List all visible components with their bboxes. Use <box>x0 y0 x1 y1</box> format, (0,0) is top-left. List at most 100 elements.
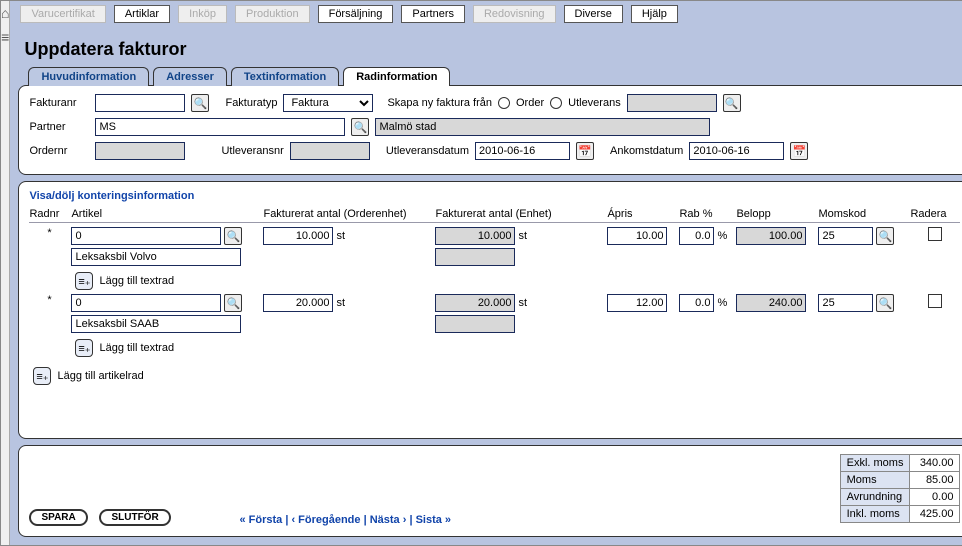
col-fakt-order: Fakturerat antal (Orderenhet) <box>263 208 433 220</box>
search-icon[interactable]: 🔍 <box>351 118 369 136</box>
search-icon[interactable]: 🔍 <box>224 227 242 245</box>
unit-label: st <box>336 297 345 309</box>
total-value: 0.00 <box>910 489 960 506</box>
order-label: Order <box>516 97 544 109</box>
artikel-code-input[interactable] <box>71 294 221 312</box>
artikel-code-input[interactable] <box>71 227 221 245</box>
fakturatyp-label: Fakturatyp <box>225 97 277 109</box>
col-radera: Radera <box>910 208 960 220</box>
unit-label: st <box>518 230 527 242</box>
fakturanr-input[interactable] <box>95 94 185 112</box>
tab-textinformation[interactable]: Textinformation <box>231 67 339 86</box>
qty-order-input[interactable] <box>263 294 333 312</box>
tab-huvudinformation[interactable]: Huvudinformation <box>28 67 149 86</box>
partner-label: Partner <box>29 121 89 133</box>
tab-radinformation[interactable]: Radinformation <box>343 67 450 86</box>
complete-button[interactable]: SLUTFÖR <box>99 509 170 526</box>
total-label: Inkl. moms <box>840 506 910 523</box>
calendar-icon[interactable]: 📅 <box>576 142 594 160</box>
search-icon[interactable]: 🔍 <box>876 294 894 312</box>
apris-input[interactable] <box>607 294 667 312</box>
momskod-input[interactable] <box>818 294 873 312</box>
radnr-cell: * <box>29 294 69 306</box>
nav-försäljning[interactable]: Försäljning <box>318 5 394 23</box>
belopp-display <box>736 294 806 312</box>
col-artikel: Artikel <box>71 208 261 220</box>
total-value: 340.00 <box>910 455 960 472</box>
total-value: 85.00 <box>910 472 960 489</box>
delete-checkbox[interactable] <box>928 227 942 241</box>
search-icon[interactable]: 🔍 <box>876 227 894 245</box>
menu-icon[interactable]: ≡ <box>1 29 9 45</box>
search-icon[interactable]: 🔍 <box>191 94 209 112</box>
main-area: VarucertifikatArtiklarInköpProduktionFör… <box>10 1 962 545</box>
partner-code-input[interactable] <box>95 118 345 136</box>
nav-partners[interactable]: Partners <box>401 5 465 23</box>
top-nav: VarucertifikatArtiklarInköpProduktionFör… <box>10 1 962 27</box>
utleverans-label: Utleverans <box>568 97 621 109</box>
nav-inköp: Inköp <box>178 5 227 23</box>
total-label: Exkl. moms <box>840 455 910 472</box>
header-panel: Fakturanr 🔍 Fakturatyp Faktura Skapa ny … <box>18 85 962 175</box>
qty-unit-display <box>435 294 515 312</box>
momskod-input[interactable] <box>818 227 873 245</box>
utleveransdatum-input[interactable] <box>475 142 570 160</box>
artikel-name-input[interactable] <box>71 248 241 266</box>
qty-order-input[interactable] <box>263 227 333 245</box>
col-belopp: Belopp <box>736 208 816 220</box>
pagination-links[interactable]: « Första | ‹ Föregående | Nästa › | Sist… <box>239 514 451 526</box>
nav-artiklar[interactable]: Artiklar <box>114 5 170 23</box>
total-label: Moms <box>840 472 910 489</box>
col-rab: Rab % <box>679 208 734 220</box>
col-fakt-enhet: Fakturerat antal (Enhet) <box>435 208 605 220</box>
col-radnr: Radnr <box>29 208 69 220</box>
save-button[interactable]: SPARA <box>29 509 87 526</box>
ankomstdatum-input[interactable] <box>689 142 784 160</box>
total-value: 425.00 <box>910 506 960 523</box>
skapa-ref-input[interactable] <box>627 94 717 112</box>
artikel-name-input[interactable] <box>71 315 241 333</box>
fakturanr-label: Fakturanr <box>29 97 89 109</box>
search-icon[interactable]: 🔍 <box>224 294 242 312</box>
rab-input[interactable] <box>679 227 714 245</box>
tab-adresser[interactable]: Adresser <box>153 67 227 86</box>
apris-input[interactable] <box>607 227 667 245</box>
page-title: Uppdatera fakturor <box>10 27 962 66</box>
belopp-display <box>736 227 806 245</box>
grid-header: Radnr Artikel Fakturerat antal (Orderenh… <box>29 206 960 223</box>
totals-table: Exkl. moms340.00Moms85.00Avrundning0.00I… <box>840 454 961 523</box>
col-apris: Ápris <box>607 208 677 220</box>
col-momskod: Momskod <box>818 208 908 220</box>
utleveransnr-input <box>290 142 370 160</box>
add-artikel-label[interactable]: Lägg till artikelrad <box>57 370 143 382</box>
add-text-label[interactable]: Lägg till textrad <box>99 275 174 287</box>
utleveransnr-label: Utleveransnr <box>221 145 283 157</box>
unit-label: st <box>518 297 527 309</box>
add-row-icon[interactable]: ≡₊ <box>33 367 51 385</box>
nav-hjälp[interactable]: Hjälp <box>631 5 678 23</box>
toggle-kontering-link[interactable]: Visa/dölj konteringsinformation <box>29 190 960 202</box>
nav-diverse[interactable]: Diverse <box>564 5 623 23</box>
utleverans-radio[interactable] <box>550 97 562 109</box>
delete-checkbox[interactable] <box>928 294 942 308</box>
table-row: *🔍stst%🔍 <box>29 223 960 268</box>
add-text-icon[interactable]: ≡₊ <box>75 339 93 357</box>
order-radio[interactable] <box>498 97 510 109</box>
add-text-label[interactable]: Lägg till textrad <box>99 342 174 354</box>
grid-panel: Visa/dölj konteringsinformation Radnr Ar… <box>18 181 962 439</box>
qty-unit-display <box>435 227 515 245</box>
ordernr-input <box>95 142 185 160</box>
fakturatyp-select[interactable]: Faktura <box>283 94 373 112</box>
search-icon[interactable]: 🔍 <box>723 94 741 112</box>
unit-label: st <box>336 230 345 242</box>
nav-redovisning: Redovisning <box>473 5 556 23</box>
nav-produktion: Produktion <box>235 5 310 23</box>
add-text-icon[interactable]: ≡₊ <box>75 272 93 290</box>
home-icon[interactable]: ⌂ <box>1 5 9 21</box>
pct-label: % <box>717 230 727 242</box>
table-row: *🔍stst%🔍 <box>29 290 960 335</box>
qty-unit-extra <box>435 248 515 266</box>
tab-strip: HuvudinformationAdresserTextinformationR… <box>10 67 962 86</box>
calendar-icon[interactable]: 📅 <box>790 142 808 160</box>
rab-input[interactable] <box>679 294 714 312</box>
